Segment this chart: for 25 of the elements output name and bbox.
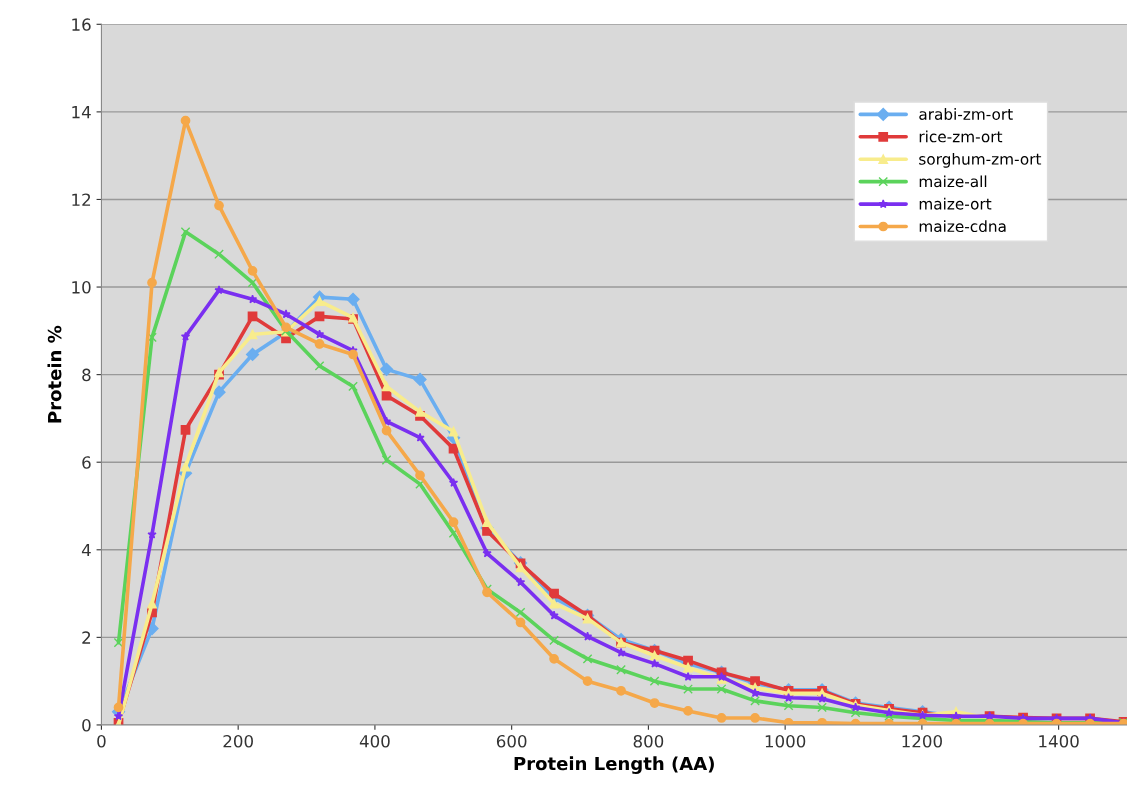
y-tick-label: 14 [72, 106, 91, 119]
x-tick-label: 800 [633, 734, 664, 748]
legend-label: arabi-zm-ort [919, 108, 1013, 120]
legend-label: sorghum-zm-ort [919, 152, 1042, 168]
y-tick-label: 10 [72, 281, 91, 294]
y-tick-label: 12 [72, 193, 91, 206]
y-tick-label: 16 [72, 18, 91, 31]
legend-label: maize-cdna [919, 220, 1006, 233]
legend-label: maize-all [919, 175, 987, 188]
y-tick-label: 2 [82, 631, 91, 644]
x-tick-label: 1400 [1039, 734, 1079, 748]
x-tick-label: 0 [97, 734, 106, 748]
y-axis-title: Protein % [47, 325, 62, 423]
y-tick-label: 4 [81, 543, 91, 557]
y-tick-label: 8 [82, 368, 91, 382]
legend-label: maize-ort [919, 197, 992, 210]
x-axis-title: Protein Length (AA) [514, 756, 714, 774]
x-tick-label: 1000 [765, 734, 806, 748]
x-tick-label: 400 [359, 734, 390, 748]
x-tick-label: 200 [223, 734, 253, 748]
x-tick-label: 600 [496, 734, 527, 748]
y-tick-label: 6 [82, 456, 91, 469]
y-tick-label: 0 [82, 718, 91, 732]
x-tick-label: 1200 [902, 734, 942, 748]
legend-label: rice-zm-ort [919, 130, 1003, 143]
